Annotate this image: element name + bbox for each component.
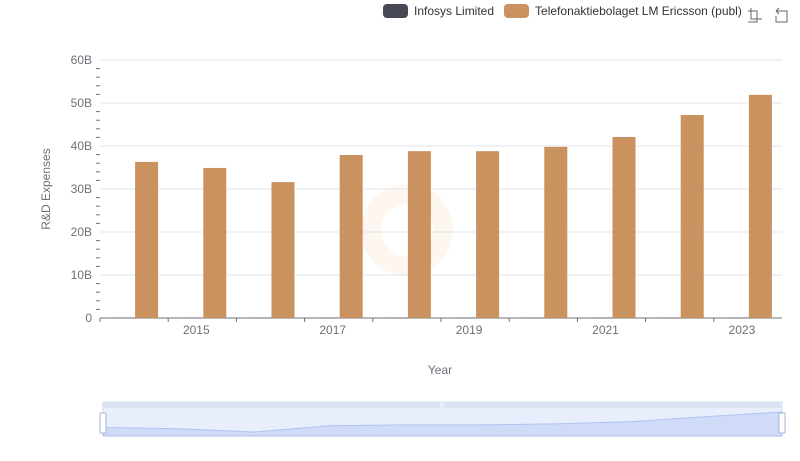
x-axis-label: Year [428, 363, 452, 377]
bar-ericsson-2014 [135, 161, 159, 318]
y-tick-label: 20B [71, 225, 92, 239]
bar-ericsson-2016 [271, 182, 295, 318]
zoom-select-icon[interactable] [747, 7, 763, 23]
datazoom-slider[interactable]: ||| [99, 401, 786, 437]
bar-ericsson-2023 [748, 94, 772, 318]
legend-item-infosys[interactable]: Infosys Limited [383, 4, 494, 18]
y-axis-label: R&D Expenses [39, 148, 53, 229]
datazoom-drag-icon[interactable]: ||| [440, 403, 445, 409]
y-tick-label: 0 [85, 311, 92, 325]
legend: Infosys Limited Telefonaktiebolaget LM E… [383, 4, 752, 18]
datazoom-handle-left[interactable] [99, 412, 107, 434]
bar-ericsson-2021 [612, 136, 636, 318]
x-tick-label: 2023 [729, 323, 756, 337]
y-tick-label: 60B [71, 53, 92, 67]
legend-swatch [504, 4, 530, 18]
bar-ericsson-2017 [339, 155, 363, 318]
legend-swatch [383, 4, 408, 18]
x-tick-label: 2015 [183, 323, 210, 337]
legend-label: Infosys Limited [414, 4, 495, 18]
datazoom-handle-right[interactable] [778, 412, 786, 434]
bar-ericsson-2015 [203, 167, 227, 318]
legend-label: Telefonaktiebolaget LM Ericsson (publ) [535, 4, 742, 18]
x-tick-label: 2021 [592, 323, 619, 337]
y-tick-label: 50B [71, 96, 92, 110]
zoom-reset-icon[interactable] [773, 7, 789, 23]
y-tick-label: 40B [71, 139, 92, 153]
bar-ericsson-2018 [407, 151, 431, 318]
y-tick-label: 30B [71, 182, 92, 196]
bar-ericsson-2019 [476, 151, 500, 318]
bar-ericsson-2020 [544, 146, 568, 318]
y-tick-label: 10B [71, 268, 92, 282]
bar-ericsson-2022 [680, 115, 704, 318]
x-tick-label: 2017 [319, 323, 346, 337]
legend-item-ericsson[interactable]: Telefonaktiebolaget LM Ericsson (publ) [504, 4, 742, 18]
x-tick-label: 2019 [456, 323, 483, 337]
watermark-logo [361, 184, 453, 276]
